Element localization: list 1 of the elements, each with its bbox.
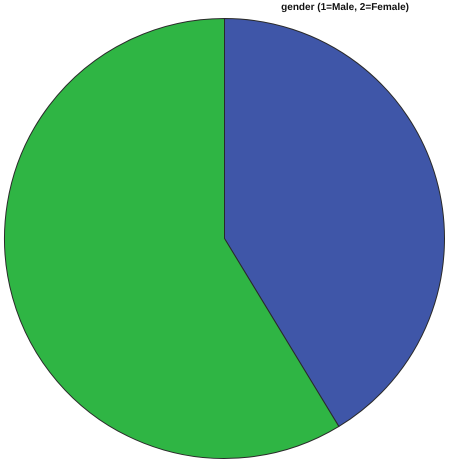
chart-title: gender (1=Male, 2=Female): [281, 2, 409, 13]
